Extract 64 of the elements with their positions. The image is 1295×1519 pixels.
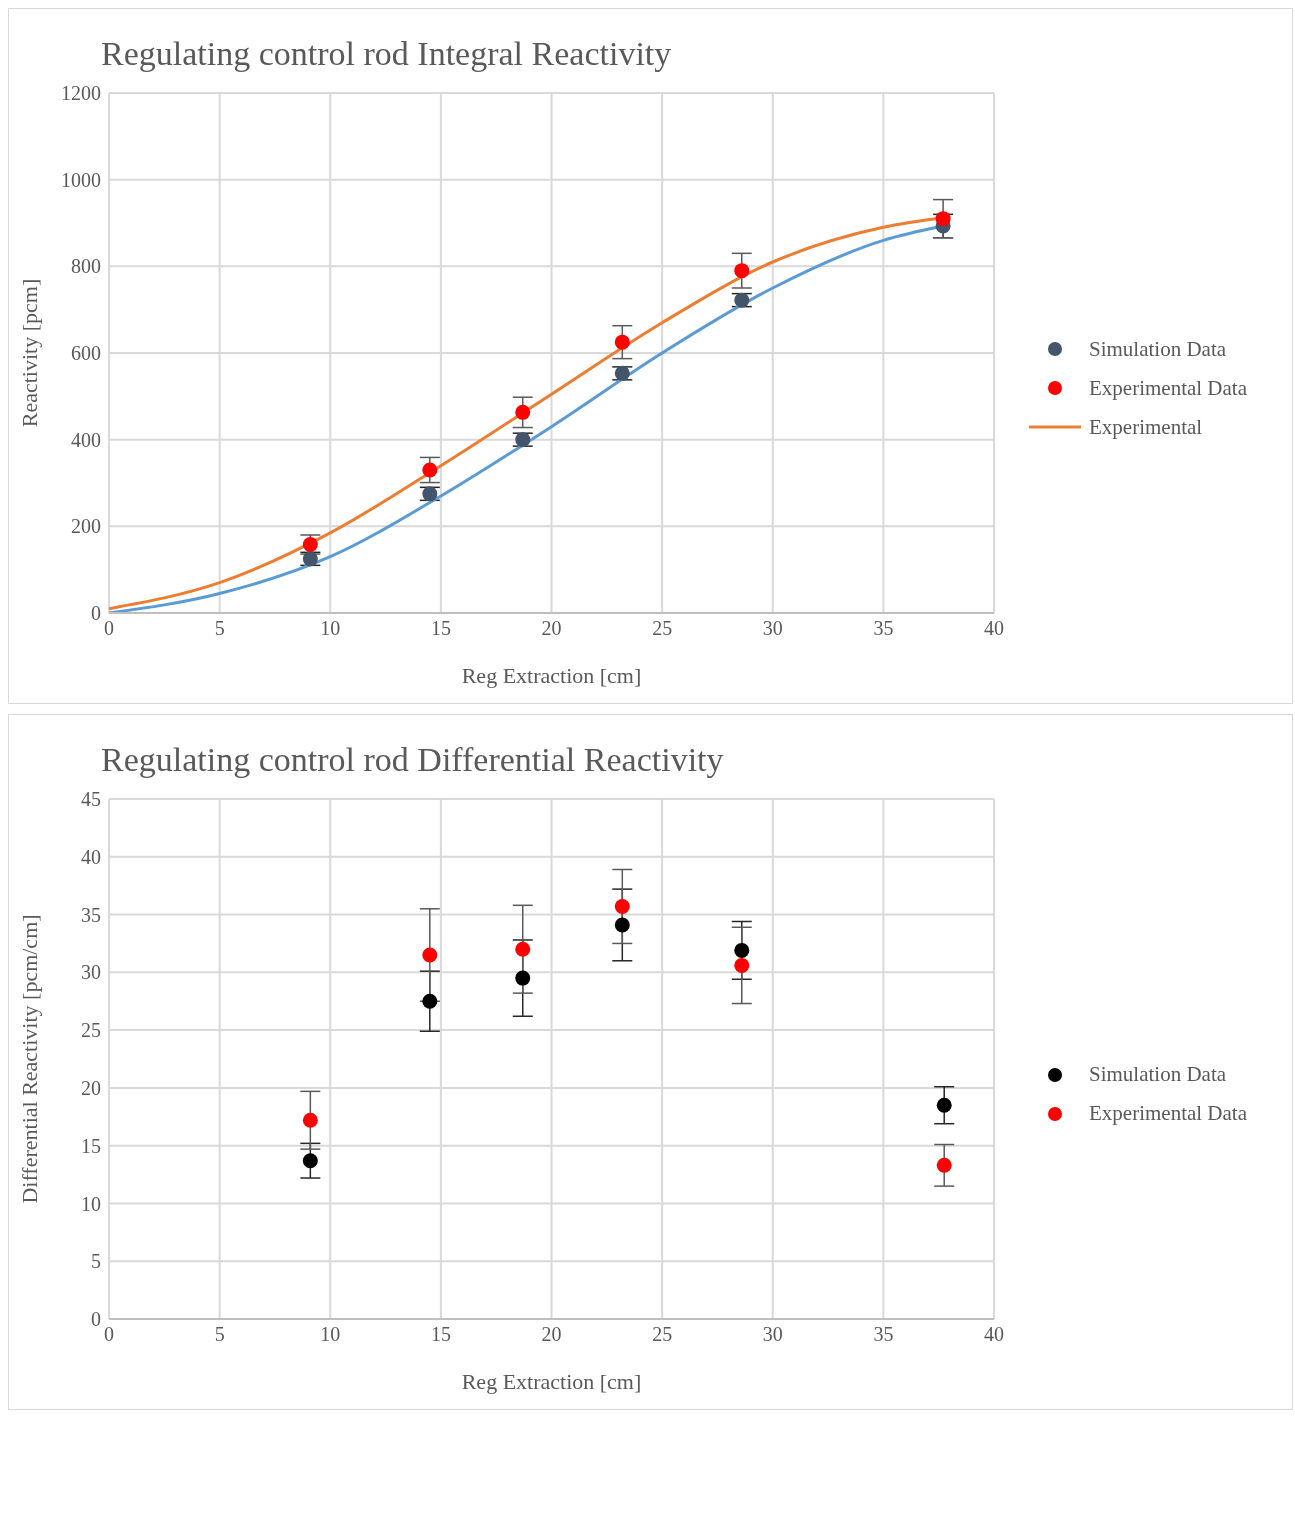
point xyxy=(734,957,750,973)
point xyxy=(515,404,531,420)
point xyxy=(614,365,630,381)
y-tick-label: 800 xyxy=(71,255,101,278)
point xyxy=(936,1097,952,1113)
y-tick-label: 25 xyxy=(81,1019,101,1042)
point xyxy=(302,1112,318,1128)
point xyxy=(422,462,438,478)
y-tick-label: 35 xyxy=(81,903,101,926)
x-tick-label: 20 xyxy=(541,1323,562,1346)
y-tick-label: 200 xyxy=(71,515,101,538)
point xyxy=(302,1153,318,1169)
point xyxy=(515,432,531,448)
x-tick-label: 40 xyxy=(984,1323,1004,1346)
x-tick-label: 40 xyxy=(984,617,1004,640)
chart-title: Regulating control rod Differential Reactivity xyxy=(100,740,725,779)
point xyxy=(734,942,750,958)
x-axis-title: Reg Extraction [cm] xyxy=(461,1369,642,1394)
point xyxy=(302,551,318,567)
point xyxy=(422,947,438,963)
point xyxy=(515,970,531,986)
x-tick-label: 5 xyxy=(214,617,225,640)
x-tick-label: 5 xyxy=(214,1323,225,1346)
legend-label: Experimental Data xyxy=(1089,375,1248,401)
legend-label: Experimental xyxy=(1089,414,1203,440)
legend-label: Experimental Data xyxy=(1089,1101,1248,1126)
y-tick-label: 10 xyxy=(81,1192,101,1215)
y-tick-label: 0 xyxy=(91,1308,101,1331)
x-tick-label: 25 xyxy=(652,617,673,640)
x-tick-label: 30 xyxy=(762,1323,783,1346)
x-tick-label: 10 xyxy=(320,617,341,640)
x-tick-label: 25 xyxy=(652,1323,673,1346)
y-tick-label: 1200 xyxy=(61,82,101,105)
x-tick-label: 35 xyxy=(873,617,894,640)
y-tick-label: 20 xyxy=(81,1076,101,1099)
y-tick-label: 1000 xyxy=(61,168,101,191)
point xyxy=(614,898,630,914)
x-tick-label: 15 xyxy=(430,617,451,640)
y-tick-label: 5 xyxy=(91,1250,101,1273)
chart-title: Regulating control rod Integral Reactivity xyxy=(100,34,673,73)
point xyxy=(935,211,951,227)
y-tick-label: 400 xyxy=(71,428,101,451)
x-tick-label: 20 xyxy=(541,617,562,640)
point xyxy=(422,993,438,1009)
y-tick-label: 15 xyxy=(81,1134,101,1157)
y-axis-title: Differential Reactivity [pcm/cm] xyxy=(16,914,42,1204)
y-axis-title: Reactivity [pcm] xyxy=(16,278,42,428)
y-tick-label: 40 xyxy=(81,845,101,868)
y-tick-label: 600 xyxy=(71,342,101,365)
legend-label: Simulation Data xyxy=(1089,336,1227,362)
point xyxy=(936,1157,952,1173)
x-axis-title: Reg Extraction [cm] xyxy=(461,663,642,688)
point xyxy=(515,941,531,957)
x-tick-label: 15 xyxy=(430,1323,451,1346)
x-tick-label: 10 xyxy=(320,1323,341,1346)
point xyxy=(614,917,630,933)
y-tick-label: 30 xyxy=(81,961,101,984)
y-tick-label: 0 xyxy=(91,602,101,625)
x-tick-label: 35 xyxy=(873,1323,894,1346)
point xyxy=(734,263,750,279)
x-tick-label: 30 xyxy=(762,617,783,640)
y-tick-label: 45 xyxy=(81,788,101,811)
legend-label: Simulation Data xyxy=(1089,1062,1227,1087)
point xyxy=(614,334,630,350)
